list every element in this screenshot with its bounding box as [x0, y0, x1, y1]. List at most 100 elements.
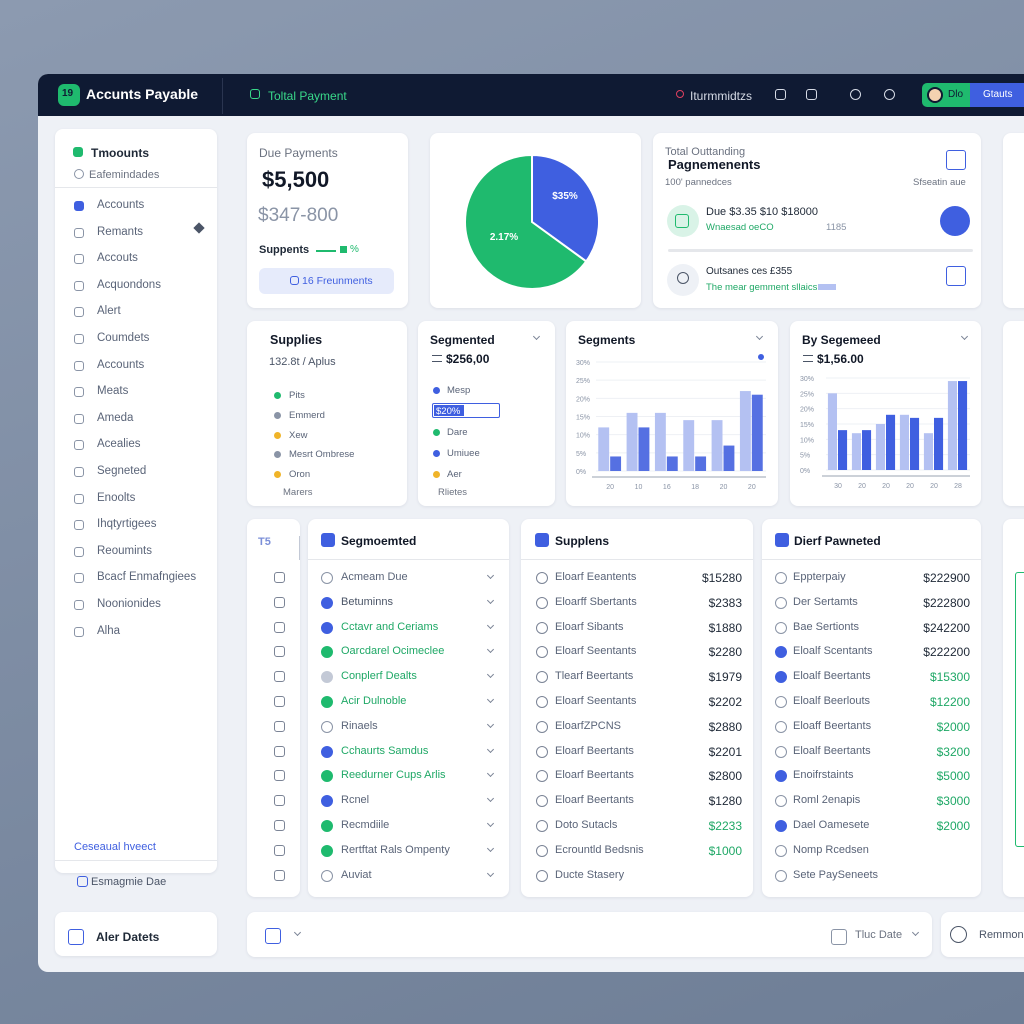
y-tick-label: 30%: [576, 360, 590, 367]
bar: [711, 420, 723, 471]
list-item[interactable]: Acir Dulnoble: [341, 695, 407, 707]
nav-item[interactable]: Acealies: [97, 438, 141, 451]
legend-dot: [433, 429, 440, 436]
supplier-name[interactable]: EloarfZPCNS: [555, 719, 622, 732]
side-label: Sfseatin aue: [913, 177, 966, 188]
slice-label: 2.17%: [490, 232, 518, 243]
bar: [827, 393, 837, 470]
nav-item[interactable]: Acquondons: [97, 278, 161, 291]
user-name: Dlo: [948, 89, 964, 100]
supplier-name[interactable]: Ecrountld Bedsnis: [555, 843, 644, 856]
nav-item[interactable]: Alert: [97, 305, 121, 318]
divider: [308, 559, 509, 560]
supplier-name[interactable]: Eloarf Beertants: [555, 744, 634, 757]
payment-amount: $242200: [923, 620, 970, 635]
legend-dot: [433, 450, 440, 457]
nav-item[interactable]: Segneted: [97, 465, 147, 477]
row-action[interactable]: [940, 206, 970, 236]
list-item[interactable]: Conplerf Dealts: [341, 670, 417, 683]
icon: [677, 272, 689, 284]
sidebar-footer[interactable]: Esmagmie Dae: [91, 876, 167, 888]
bar: [910, 417, 920, 470]
payment-name[interactable]: Bae Sertionts: [793, 620, 860, 633]
icon: [274, 869, 285, 881]
supplier-name[interactable]: Eloarf Beertants: [555, 769, 634, 782]
payment-name[interactable]: Der Sertamts: [793, 595, 858, 608]
nav-item[interactable]: Accounts: [97, 199, 145, 211]
nav-item[interactable]: Coumdets: [97, 332, 150, 344]
sidebar-link[interactable]: Ceseaual hveect: [74, 841, 156, 853]
button-label[interactable]: 16 Freunments: [302, 275, 373, 287]
reminders[interactable]: Iturmmidtzs: [690, 89, 753, 103]
list-item[interactable]: Betuminns: [341, 595, 393, 608]
chart-title: By Segemeed: [802, 333, 881, 347]
bar: [638, 427, 650, 471]
icon: [775, 696, 787, 708]
icon: [274, 596, 285, 608]
list-item[interactable]: Recmdiile: [341, 819, 390, 831]
status-pill[interactable]: [970, 83, 1024, 107]
nav-item[interactable]: Enoolts: [97, 491, 136, 504]
x-tick-label: 20: [606, 484, 614, 491]
payment-amount: $5000: [936, 769, 970, 784]
nav-item[interactable]: Reoumints: [97, 544, 152, 557]
supplier-name[interactable]: Eloarf Eeantents: [555, 571, 637, 583]
nav-tab[interactable]: Toltal Payment: [268, 89, 347, 103]
legend-dot: [274, 431, 281, 439]
nav-item[interactable]: Ihqtyrtigees: [97, 518, 157, 531]
payment-name[interactable]: Eloaff Beertants: [793, 719, 872, 732]
supplier-name[interactable]: Eloarff Sbertants: [555, 595, 637, 608]
payment-name[interactable]: Nomp Rcedsen: [793, 843, 869, 856]
label: Suppents: [259, 244, 310, 256]
bar: [610, 456, 622, 471]
payment-name[interactable]: Sete PaySeneets: [793, 868, 879, 881]
date-label[interactable]: Tluc Date: [855, 929, 903, 941]
button[interactable]: [259, 268, 394, 294]
nav-item[interactable]: Noonionides: [97, 598, 161, 610]
list-item[interactable]: Oarcdarel Ocimeclee: [341, 645, 445, 658]
nav-item[interactable]: Ameda: [97, 411, 134, 424]
bar: [626, 412, 638, 471]
payment-name[interactable]: Dael Oamesete: [793, 819, 870, 831]
pie-slice: [464, 153, 588, 290]
list-item[interactable]: Rinaels: [341, 719, 378, 732]
supplier-amount: $2383: [708, 595, 742, 610]
supplier-name[interactable]: Eloarf Seentants: [555, 645, 637, 658]
supplier-name[interactable]: Eloarf Beertants: [555, 794, 634, 807]
icon: [536, 795, 548, 808]
supplier-name[interactable]: Doto Sutacls: [555, 819, 618, 831]
percent: %: [350, 244, 359, 255]
nav-item[interactable]: Remants: [97, 225, 144, 238]
legend-dot: [274, 411, 281, 419]
alert-label[interactable]: Aler Datets: [96, 930, 160, 944]
list-item[interactable]: Auviat: [341, 868, 372, 881]
icon: [290, 276, 299, 285]
nav-item[interactable]: Accounts: [97, 358, 145, 371]
supplier-name[interactable]: Eloarf Sibants: [555, 620, 624, 633]
nav-item[interactable]: Accouts: [97, 252, 138, 265]
payment-name[interactable]: Eloalf Scentants: [793, 645, 873, 658]
supplier-name[interactable]: Tlearf Beertants: [555, 670, 634, 683]
card-subtitle: 132.8t / Aplus: [269, 356, 336, 368]
nav-item[interactable]: Meats: [97, 385, 129, 398]
row-icon: [667, 205, 699, 237]
icon: [74, 307, 84, 318]
list-item[interactable]: Rertftat Rals Ompenty: [341, 843, 450, 856]
supplier-name[interactable]: Eloarf Seentants: [555, 695, 637, 707]
payment-name[interactable]: Eloalf Beerlouts: [793, 695, 871, 707]
payment-name[interactable]: Enoifrstaints: [793, 769, 854, 782]
payment-name[interactable]: Eloalf Beertants: [793, 744, 871, 757]
nav-item[interactable]: Alha: [97, 624, 121, 637]
payment-name[interactable]: Roml 2enapis: [793, 794, 861, 807]
payment-name[interactable]: Eppterpaiy: [793, 571, 846, 583]
supplier-name[interactable]: Ducte Stasery: [555, 868, 625, 881]
nav-item[interactable]: Bcacf Enmafngiees: [97, 571, 197, 584]
list-item[interactable]: Acmeam Due: [341, 571, 408, 583]
list-item[interactable]: Reedurner Cups Arlis: [341, 769, 446, 782]
y-tick-label: 10%: [576, 433, 590, 440]
right-label[interactable]: Remmonn: [979, 929, 1024, 941]
list-item[interactable]: Rcnel: [341, 794, 370, 807]
payment-name[interactable]: Eloalf Beertants: [793, 670, 871, 683]
list-item[interactable]: Cctavr and Ceriams: [341, 620, 439, 633]
list-item[interactable]: Cchaurts Samdus: [341, 744, 429, 757]
